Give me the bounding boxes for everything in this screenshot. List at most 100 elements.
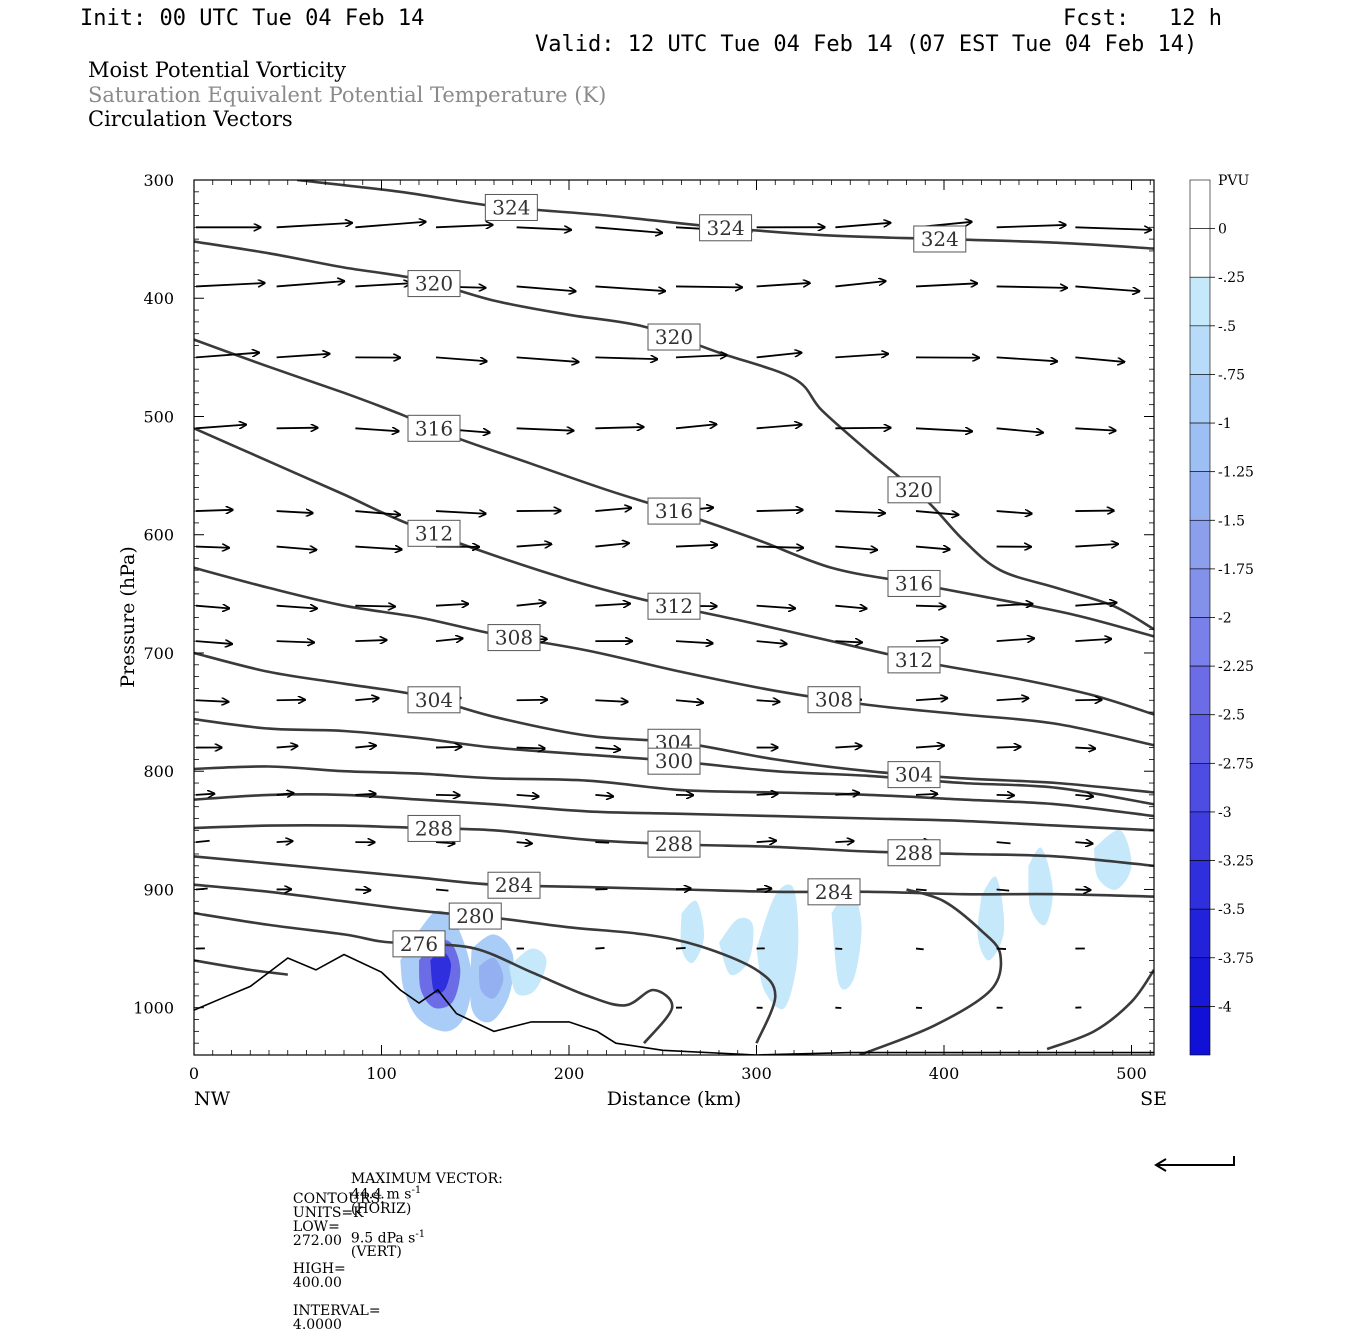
circulation-vector: [517, 357, 579, 362]
colorbar-swatch: [1190, 1006, 1210, 1055]
circulation-vector: [997, 889, 1010, 890]
circulation-vector: [916, 547, 950, 550]
contour-label: 308: [808, 687, 860, 713]
svg-text:276: 276: [400, 932, 438, 956]
svg-text:284: 284: [495, 873, 533, 897]
circulation-vector: [997, 428, 1043, 432]
colorbar-swatch: [1190, 861, 1210, 910]
svg-text:320: 320: [655, 325, 693, 349]
circulation-vector: [517, 700, 547, 701]
circulation-vector: [595, 948, 604, 949]
circulation-vector: [196, 547, 229, 548]
contour-label: 308: [488, 625, 540, 651]
circulation-vector: [835, 641, 862, 642]
circulation-vector: [436, 889, 448, 890]
theta-es-contour: [194, 340, 1154, 637]
circulation-vector: [916, 606, 945, 607]
high-value: 400.00: [293, 1275, 342, 1291]
circulation-vector: [595, 357, 657, 359]
circulation-vector: [1075, 889, 1090, 890]
circulation-vector: [1156, 604, 1193, 606]
circulation-vector: [196, 641, 232, 644]
circulation-vector: [1075, 842, 1092, 843]
svg-text:304: 304: [415, 688, 453, 712]
x-tick-label: 200: [554, 1064, 585, 1083]
contour-label: 312: [888, 647, 940, 673]
circulation-vector: [355, 889, 370, 890]
contour-label: 288: [648, 831, 700, 857]
circulation-vector: [916, 428, 972, 431]
svg-text:308: 308: [495, 626, 533, 650]
circulation-vector: [835, 606, 866, 609]
contour-label: 300: [648, 748, 700, 774]
x-axis-title: Distance (km): [607, 1088, 742, 1110]
circulation-vector: [277, 606, 317, 609]
circulation-vector: [757, 510, 803, 511]
circulation-vector: [1075, 286, 1139, 291]
circulation-vector: [436, 511, 486, 514]
circulation-vector: [1156, 700, 1179, 702]
circulation-vector: [517, 603, 546, 606]
circulation-vector: [757, 425, 802, 429]
colorbar-label: -.25: [1218, 270, 1245, 286]
svg-text:288: 288: [415, 816, 453, 840]
colorbar-swatch: [1190, 763, 1210, 812]
svg-text:288: 288: [655, 832, 693, 856]
circulation-vector: [757, 547, 803, 548]
y-tick-label: 300: [143, 171, 174, 190]
circulation-vector: [277, 547, 317, 550]
circulation-vector: [676, 700, 703, 702]
circulation-vector: [355, 547, 401, 550]
vert-exponent: -1: [415, 1229, 425, 1240]
contour-label: 316: [888, 570, 940, 596]
colorbar-label: -3.25: [1218, 854, 1254, 870]
circulation-vector: [997, 357, 1057, 361]
circulation-vector: [916, 640, 947, 641]
colorbar-label: -2.75: [1218, 756, 1254, 772]
contour-label: 284: [488, 872, 540, 898]
x-end-label-nw: NW: [194, 1088, 231, 1110]
circulation-vector: [517, 842, 532, 843]
y-tick-label: 700: [143, 644, 174, 663]
circulation-vector: [595, 508, 631, 511]
svg-text:312: 312: [655, 594, 693, 618]
circulation-vector: [196, 283, 265, 286]
x-end-label-se: SE: [1140, 1088, 1167, 1110]
circulation-vector: [595, 543, 628, 546]
y-axis-title: Pressure (hPa): [117, 546, 139, 688]
contour-label: 324: [485, 194, 537, 220]
circulation-vector: [355, 794, 375, 795]
x-tick-label: 400: [929, 1064, 960, 1083]
colorbar-label: -1.75: [1218, 562, 1254, 578]
svg-text:316: 316: [895, 571, 933, 595]
circulation-vector: [196, 353, 259, 358]
circulation-vector: [997, 747, 1021, 748]
circulation-vector: [355, 746, 375, 748]
theta-es-contour: [1047, 970, 1154, 1049]
y-tick-label: 400: [143, 289, 174, 308]
contour-label: 320: [888, 477, 940, 503]
colorbar-swatch: [1190, 666, 1210, 715]
svg-text:312: 312: [415, 521, 453, 545]
svg-text:316: 316: [415, 416, 453, 440]
mpv-shade-region: [757, 884, 799, 1009]
contour-label: 280: [449, 903, 501, 929]
circulation-vector: [1075, 227, 1151, 230]
y-tick-label: 900: [143, 880, 174, 899]
y-tick-label: 500: [143, 407, 174, 426]
circulation-vector: [757, 794, 778, 795]
circulation-vector: [436, 747, 461, 748]
x-tick-label: 500: [1116, 1064, 1147, 1083]
horiz-exponent: -1: [411, 1185, 421, 1196]
colorbar-swatch: [1190, 423, 1210, 472]
theta-es-contour: [194, 856, 1154, 896]
y-tick-label: 1000: [133, 999, 174, 1018]
circulation-vector: [517, 286, 576, 291]
colorbar-label: -3: [1218, 805, 1232, 821]
colorbar-label: -4: [1218, 999, 1232, 1015]
circulation-vector: [757, 283, 810, 286]
circulation-vector: [676, 641, 713, 643]
circulation-vector: [1156, 948, 1164, 949]
circulation-vector: [277, 700, 305, 701]
